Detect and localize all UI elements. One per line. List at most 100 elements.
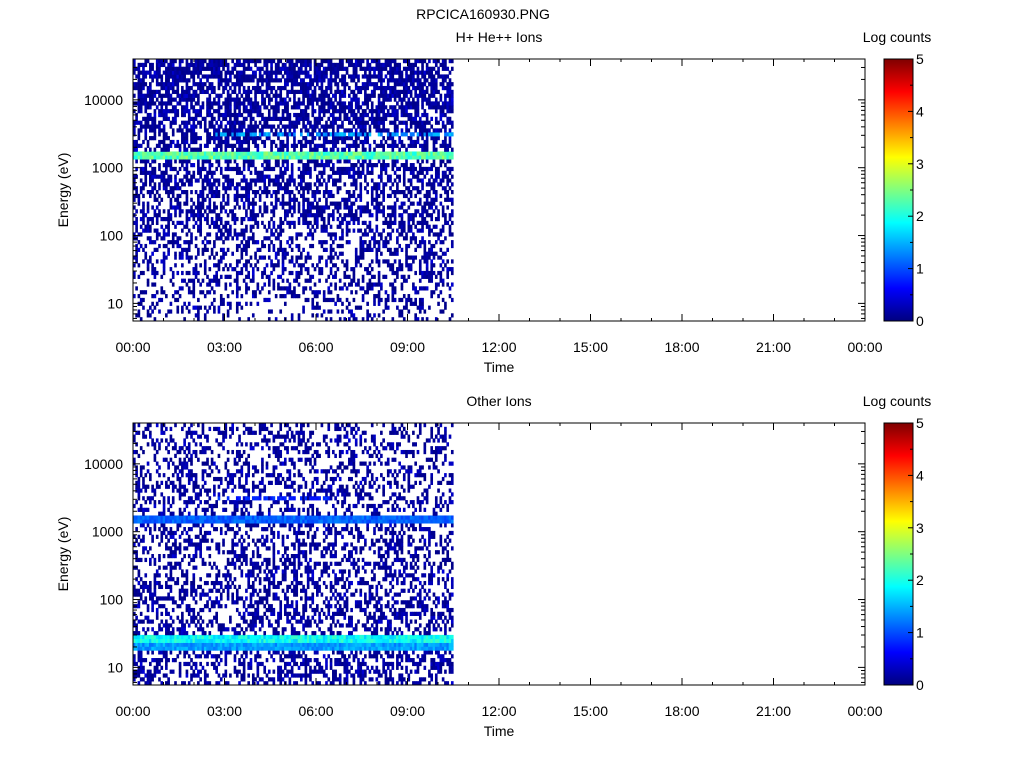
spectrogram-cell — [254, 89, 257, 95]
spectrogram-cell — [377, 120, 381, 125]
spectrogram-cell — [290, 170, 294, 175]
spectrogram-cell — [432, 132, 436, 137]
spectrogram-cell — [249, 216, 253, 222]
spectrogram-cell — [348, 317, 351, 322]
spectrogram-cell — [352, 213, 356, 218]
spectrogram-cell — [171, 120, 175, 125]
spectrogram-cell — [174, 251, 177, 256]
spectrogram-cell — [425, 132, 429, 137]
spectrogram-cell — [233, 159, 237, 164]
spectrogram-cell — [306, 278, 310, 283]
spectrogram-cell — [370, 201, 374, 206]
spectrogram-cell — [336, 186, 340, 191]
spectrogram-cell — [176, 170, 180, 175]
spectrogram-cell — [146, 85, 150, 91]
spectrogram-cell — [277, 174, 280, 179]
spectrogram-cell — [203, 216, 207, 222]
spectrogram-cell — [258, 70, 262, 75]
spectrogram-cell — [217, 62, 221, 68]
spectrogram-cell — [155, 74, 159, 79]
spectrogram-cell — [389, 143, 392, 148]
spectrogram-cell — [366, 166, 369, 172]
spectrogram-cell — [133, 128, 136, 133]
spectrogram-cell — [274, 182, 278, 187]
spectrogram-cell — [354, 132, 358, 137]
spectrogram-cell — [334, 286, 337, 291]
spectrogram-cell — [450, 259, 454, 264]
spectrogram-cell — [361, 278, 365, 283]
spectrogram-cell — [178, 78, 182, 83]
spectrogram-cell — [213, 128, 216, 133]
spectrogram-cell — [306, 182, 310, 187]
spectrogram-cell — [295, 101, 299, 106]
spectrogram-cell — [375, 201, 379, 206]
spectrogram-cell — [265, 116, 269, 121]
spectrogram-cell — [190, 290, 193, 295]
spectrogram-cell — [380, 174, 383, 179]
spectrogram-cell — [272, 70, 276, 75]
spectrogram-cell — [217, 216, 221, 222]
spectrogram-cell — [407, 263, 411, 268]
spectrogram-cell — [155, 151, 159, 156]
spectrogram-cell — [286, 213, 289, 218]
spectrogram-cell — [167, 74, 170, 79]
spectrogram-cell — [245, 151, 248, 156]
spectrogram-cell — [151, 270, 154, 276]
spectrogram-cell — [293, 209, 296, 214]
spectrogram-cell — [144, 128, 148, 133]
spectrogram-cell — [341, 105, 344, 110]
spectrogram-cell — [400, 89, 404, 95]
spectrogram-cell — [439, 247, 443, 252]
spectrogram-cell — [217, 78, 221, 83]
spectrogram-cell — [332, 155, 335, 160]
spectrogram-cell — [203, 305, 207, 310]
spectrogram-cell — [299, 151, 303, 156]
spectrogram-cell — [386, 155, 390, 160]
spectrogram-cell — [254, 220, 257, 226]
spectrogram-cell — [206, 109, 209, 114]
spectrogram-cell — [190, 85, 193, 91]
spectrogram-cell — [190, 59, 193, 64]
spectrogram-cell — [229, 116, 232, 121]
spectrogram-cell — [231, 182, 234, 187]
spectrogram-cell — [229, 178, 232, 183]
spectrogram-cell — [222, 232, 225, 237]
spectrogram-cell — [224, 174, 228, 179]
spectrogram-cell — [142, 201, 145, 206]
spectrogram-cell — [343, 263, 347, 268]
spectrogram-cell — [251, 313, 255, 318]
spectrogram-cell — [174, 70, 177, 75]
spectrogram-cell — [366, 190, 369, 195]
spectrogram-cell — [286, 182, 289, 187]
spectrogram-cell — [414, 93, 417, 98]
spectrogram-cell — [290, 259, 294, 264]
spectrogram-cell — [222, 59, 225, 64]
spectrogram-cell — [167, 70, 170, 75]
spectrogram-cell — [263, 201, 267, 206]
spectrogram-cell — [384, 74, 388, 79]
spectrogram-cell — [423, 151, 427, 156]
spectrogram-cell — [409, 301, 413, 306]
spectrogram-cell — [448, 224, 452, 229]
spectrogram-cell — [437, 182, 440, 187]
spectrogram-cell — [169, 109, 173, 114]
spectrogram-cell — [373, 85, 376, 91]
spectrogram-cell — [149, 170, 152, 175]
spectrogram-cell — [354, 82, 358, 87]
spectrogram-cell — [414, 112, 417, 118]
spectrogram-cell — [368, 247, 372, 252]
spectrogram-cell — [354, 213, 358, 218]
spectrogram-cell — [396, 62, 399, 68]
spectrogram-cell — [210, 101, 214, 106]
spectrogram-cell — [281, 255, 285, 260]
spectrogram-cell — [158, 93, 161, 98]
spectrogram-cell — [389, 216, 392, 222]
spectrogram-cell — [434, 89, 438, 95]
spectrogram-cell — [439, 159, 443, 164]
spectrogram-cell — [256, 66, 260, 71]
spectrogram-cell — [222, 155, 225, 160]
spectrogram-cell — [135, 166, 138, 172]
spectrogram-cell — [233, 105, 237, 110]
spectrogram-cell — [153, 124, 157, 129]
spectrogram-cell — [370, 120, 374, 125]
